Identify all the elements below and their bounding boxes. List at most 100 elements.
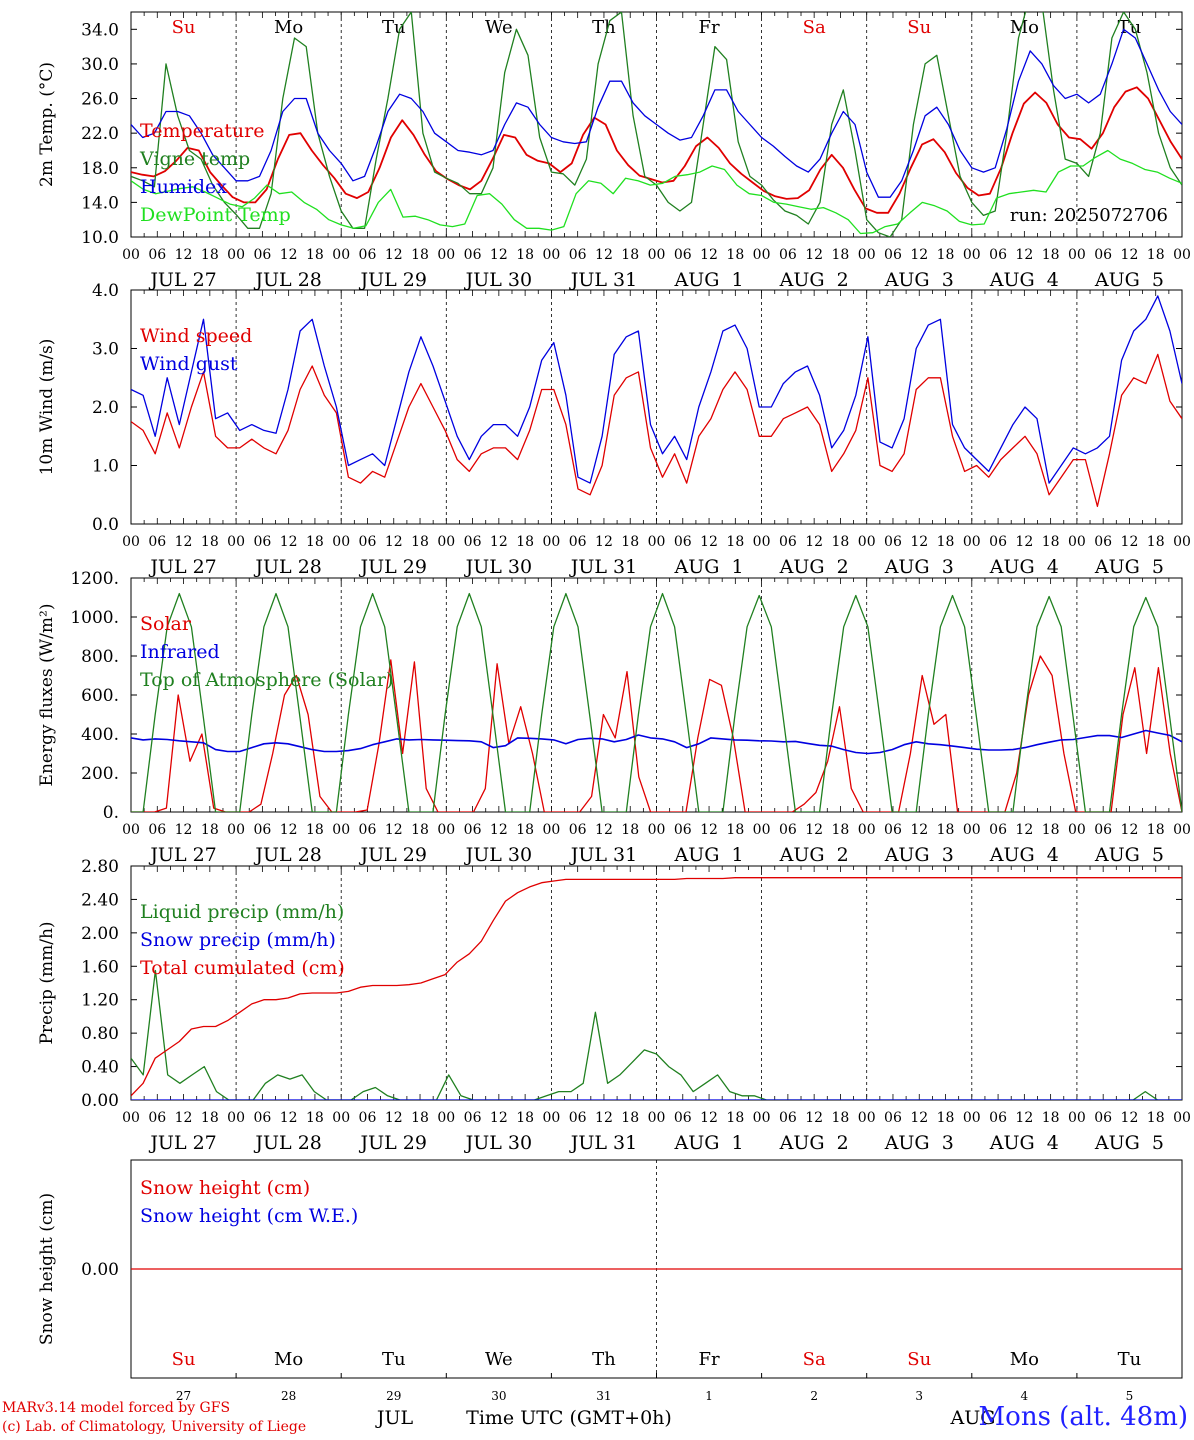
date-label: JUL 28 (253, 1132, 321, 1154)
hour-label: 00 (332, 247, 350, 263)
hour-label: 18 (832, 534, 850, 550)
hour-label: 18 (411, 822, 429, 838)
hour-label: 18 (937, 247, 955, 263)
weekday-label: We (485, 1349, 513, 1370)
hour-label: 06 (253, 1110, 271, 1126)
hour-label: 12 (1121, 822, 1139, 838)
panel-4: 0.00 0.40 0.80 1.20 1.60 2.00 2.40 2.80 Precip (… (37, 857, 1191, 1154)
hour-label: 18 (516, 534, 534, 550)
hour-label: 18 (306, 534, 324, 550)
hour-label: 00 (648, 1110, 666, 1126)
series-line (131, 295, 1182, 484)
hour-label: 00 (1173, 1110, 1191, 1126)
y-tick-label: 0. (103, 803, 119, 823)
date-label: JUL 31 (569, 1132, 637, 1154)
hour-label: 18 (201, 247, 219, 263)
weekday-label: Fr (699, 17, 720, 38)
hour-label: 06 (253, 534, 271, 550)
legend-entry: Total cumulated (cm) (140, 957, 345, 979)
hour-label: 06 (674, 534, 692, 550)
hour-label: 06 (884, 247, 902, 263)
panel-3: 0. 200. 400. 600. 800. 1000. 1200. Energy fluxe… (37, 569, 1191, 866)
date-label: AUG 2 (779, 269, 849, 291)
weekday-label: Mo (1010, 1349, 1039, 1370)
weekday-label: Fr (699, 1349, 720, 1370)
date-label: JUL 29 (359, 556, 427, 578)
legend-entry: Top of Atmosphere (Solar) (140, 669, 393, 691)
hour-label: 12 (595, 1110, 613, 1126)
hour-label: 00 (227, 247, 245, 263)
date-label: JUL 30 (464, 1132, 532, 1154)
hour-label: 12 (910, 822, 928, 838)
hour-label: 00 (122, 1110, 140, 1126)
date-label: JUL 29 (359, 269, 427, 291)
date-label: AUG 4 (989, 269, 1059, 291)
date-label: AUG 5 (1094, 844, 1164, 866)
date-label: JUL 31 (569, 269, 637, 291)
series-group (131, 592, 1182, 812)
weekday-label: Mo (274, 1349, 303, 1370)
hour-label: 12 (805, 822, 823, 838)
date-label: AUG 5 (1094, 1132, 1164, 1154)
hour-label: 06 (884, 534, 902, 550)
date-label: AUG 3 (884, 269, 954, 291)
weekday-label: Tu (1118, 1349, 1142, 1370)
hour-label: 00 (858, 534, 876, 550)
y-tick-label: 0.80 (81, 1024, 119, 1044)
hour-label: 12 (385, 247, 403, 263)
y-tick-label: 4.0 (92, 281, 119, 301)
y-tick-label: 0.0 (92, 515, 119, 535)
hour-label: 18 (1147, 247, 1165, 263)
y-axis-label: 10m Wind (m/s) (37, 339, 57, 476)
hour-label: 00 (332, 1110, 350, 1126)
series-group (131, 877, 1182, 1100)
hour-label: 00 (122, 822, 140, 838)
hour-label: 18 (621, 822, 639, 838)
hour-label: 12 (175, 1110, 193, 1126)
hour-label: 18 (726, 534, 744, 550)
hour-label: 00 (753, 247, 771, 263)
day-number: 28 (281, 1389, 296, 1403)
hour-label: 18 (1147, 822, 1165, 838)
hour-label: 12 (280, 1110, 298, 1126)
series-line (131, 28, 1182, 198)
weekday-label: Mo (274, 17, 303, 38)
month-label: JUL (375, 1407, 414, 1429)
day-number: 30 (491, 1389, 506, 1403)
weekday-label: We (485, 17, 513, 38)
hour-label: 18 (411, 534, 429, 550)
hour-label: 00 (753, 534, 771, 550)
hour-label: 12 (490, 247, 508, 263)
legend-entry: Infrared (140, 641, 220, 663)
hour-label: 00 (332, 534, 350, 550)
date-label: JUL 29 (359, 844, 427, 866)
date-label: JUL 27 (148, 556, 216, 578)
hour-label: 06 (359, 822, 377, 838)
hour-label: 00 (753, 1110, 771, 1126)
hour-label: 06 (989, 822, 1007, 838)
hour-label: 00 (542, 534, 560, 550)
hour-label: 18 (832, 1110, 850, 1126)
hour-label: 12 (385, 1110, 403, 1126)
hour-label: 18 (937, 822, 955, 838)
hour-label: 06 (1094, 822, 1112, 838)
hour-label: 18 (621, 247, 639, 263)
y-axis-label: Precip (mm/h) (37, 921, 57, 1044)
hour-label: 00 (437, 534, 455, 550)
date-label: AUG 1 (674, 844, 744, 866)
hour-label: 06 (989, 534, 1007, 550)
hour-label: 00 (122, 247, 140, 263)
hour-label: 18 (621, 1110, 639, 1126)
weekday-label: Su (907, 1349, 931, 1370)
hour-label: 06 (569, 247, 587, 263)
series-line (131, 969, 1182, 1100)
hour-label: 18 (832, 247, 850, 263)
date-label: AUG 2 (779, 1132, 849, 1154)
date-label: JUL 29 (359, 1132, 427, 1154)
y-tick-label: 2.80 (81, 857, 119, 877)
hour-label: 06 (359, 1110, 377, 1126)
date-label: AUG 4 (989, 556, 1059, 578)
hour-label: 12 (175, 534, 193, 550)
date-label: JUL 31 (569, 556, 637, 578)
hour-label: 12 (1121, 1110, 1139, 1126)
